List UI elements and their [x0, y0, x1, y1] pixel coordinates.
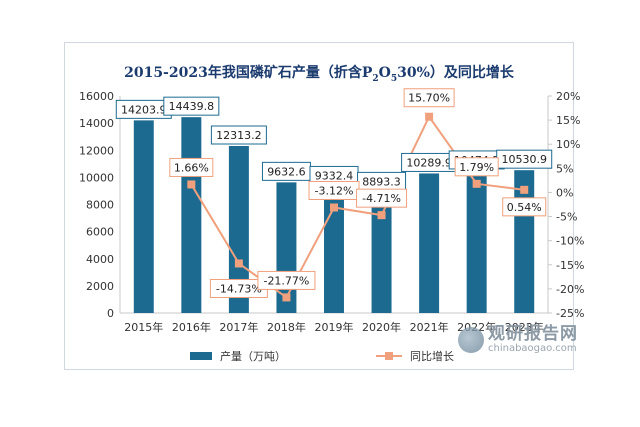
chart-title: 2015-2023年我国磷矿石产量（折含P2O530%）及同比增长	[124, 65, 514, 84]
bar-value-label-box	[210, 125, 267, 145]
y-right-tick-label: -5%	[556, 211, 577, 224]
legend-item-line: 同比增长	[376, 348, 454, 364]
y-left-tick-label: 12000	[79, 144, 114, 157]
watermark-cn: 观研报告网	[488, 324, 578, 344]
bar	[466, 170, 487, 313]
y-right-tick-label: -10%	[556, 235, 584, 248]
bar-value-label: 14439.8	[169, 100, 215, 113]
bar-value-label: 10289.9	[406, 156, 452, 169]
y-left-tick-label: 16000	[79, 90, 114, 103]
bar	[371, 192, 392, 313]
legend-bar-swatch	[190, 352, 212, 360]
bar-value-label: 9332.4	[315, 169, 354, 182]
y-left-tick-label: 14000	[79, 117, 114, 130]
growth-value-label: -21.77%	[263, 274, 309, 287]
watermark-en: chinabaogao.com	[488, 342, 577, 354]
x-tick-label: 2016年	[172, 320, 211, 334]
y-left-tick-label: 8000	[86, 199, 114, 212]
y-left-tick-label: 4000	[86, 253, 114, 266]
growth-value-label: 1.66%	[174, 161, 209, 174]
growth-point	[520, 185, 529, 194]
y-left-tick-label: 0	[107, 307, 114, 320]
bar-value-label: 14203.9	[121, 103, 167, 116]
growth-point	[234, 259, 243, 268]
bar-value-label: 12313.2	[216, 129, 262, 142]
growth-value-label: -4.71%	[362, 192, 401, 205]
growth-value-label-box	[502, 197, 547, 217]
growth-point	[377, 211, 386, 220]
legend-bar-label: 产量（万吨）	[220, 350, 286, 363]
x-tick-label: 2021年	[410, 320, 449, 334]
growth-point	[282, 293, 291, 302]
y-right-tick-label: -25%	[556, 307, 584, 320]
x-tick-label: 2015年	[124, 320, 163, 334]
y-right-tick-label: 5%	[556, 162, 573, 175]
growth-value-label: 15.70%	[408, 92, 450, 105]
growth-point	[472, 179, 481, 188]
growth-value-label: 1.79%	[459, 161, 494, 174]
growth-point	[187, 180, 196, 189]
x-tick-label: 2019年	[315, 320, 354, 334]
growth-point	[425, 112, 434, 121]
y-left-tick-label: 10000	[79, 171, 114, 184]
growth-value-label: 0.54%	[507, 201, 542, 214]
watermark-logo-icon	[458, 327, 484, 354]
growth-value-label: -14.73%	[216, 282, 262, 295]
growth-value-label-box	[257, 270, 316, 290]
bar-value-label: 9632.6	[267, 165, 306, 178]
bar-value-label: 10530.9	[501, 153, 547, 166]
growth-value-label-box	[169, 157, 214, 177]
bar-value-label-box	[163, 96, 220, 116]
legend-line-label: 同比增长	[410, 350, 454, 363]
x-tick-label: 2023年	[505, 320, 544, 334]
y-right-tick-label: 20%	[556, 90, 580, 103]
growth-value-label: -3.12%	[315, 184, 354, 197]
bar-value-label: 8893.3	[362, 175, 401, 188]
y-right-tick-label: 10%	[556, 138, 580, 151]
y-right-tick-label: 0%	[556, 186, 573, 199]
y-right-tick-label: -20%	[556, 283, 584, 296]
chart-legend: 产量（万吨） 同比增长	[190, 348, 454, 364]
x-tick-label: 2020年	[362, 320, 401, 334]
legend-line-swatch	[376, 351, 402, 361]
x-tick-label: 2018年	[267, 320, 306, 334]
x-tick-label: 2017年	[219, 320, 258, 334]
bar	[133, 120, 154, 313]
bar	[228, 146, 249, 313]
watermark: 观研报告网 chinabaogao.com	[458, 324, 578, 354]
bar	[181, 117, 202, 313]
bar	[419, 173, 440, 313]
y-left-tick-label: 2000	[86, 280, 114, 293]
growth-value-label-box	[454, 157, 499, 177]
growth-point	[330, 203, 338, 212]
y-left-tick-label: 6000	[86, 226, 114, 239]
legend-item-bar: 产量（万吨）	[190, 348, 286, 364]
y-right-tick-label: 15%	[556, 114, 580, 127]
growth-value-label-box	[403, 88, 455, 108]
growth-value-label-box	[356, 188, 408, 208]
y-right-tick-label: -15%	[556, 259, 584, 272]
